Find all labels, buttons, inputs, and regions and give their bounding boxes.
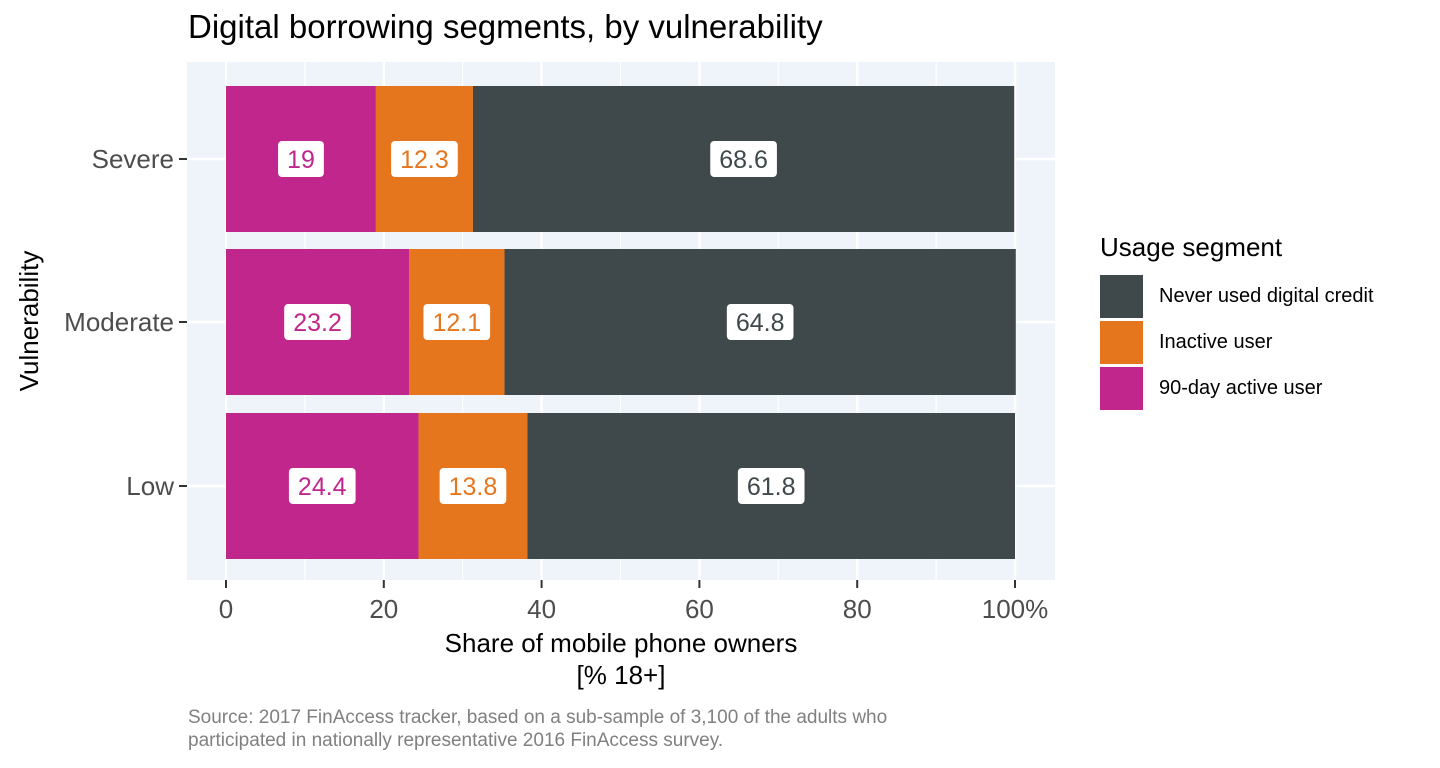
data-label-text: 64.8: [736, 309, 785, 337]
legend-label: Inactive user: [1159, 330, 1273, 353]
legend-key: [1100, 366, 1143, 410]
y-tick-label: Low: [126, 471, 174, 501]
legend: Usage segment Never used digital credit I…: [1100, 232, 1374, 411]
data-label: 64.8: [726, 304, 794, 340]
data-label-text: 68.6: [719, 146, 768, 174]
x-tick-label: 0: [219, 594, 233, 624]
data-label-text: 12.1: [432, 309, 481, 337]
legend-item: Inactive user: [1100, 319, 1374, 365]
data-label: 12.3: [391, 141, 458, 177]
data-label: 13.8: [439, 468, 507, 504]
x-tick-label: 60: [685, 594, 714, 624]
y-tick-label: Severe: [92, 144, 174, 174]
data-label-text: 61.8: [747, 473, 796, 501]
data-label: 68.6: [710, 141, 777, 177]
legend-title: Usage segment: [1100, 232, 1283, 262]
data-label-text: 13.8: [449, 473, 498, 501]
data-label: 23.2: [284, 304, 351, 340]
y-axis-title: Vulnerability: [14, 251, 44, 392]
source-note: Source: 2017 FinAccess tracker, based on…: [188, 706, 1088, 752]
legend-label: 90-day active user: [1159, 376, 1323, 399]
legend-item: Never used digital credit: [1100, 273, 1374, 319]
chart-title: Digital borrowing segments, by vulnerabi…: [188, 8, 823, 45]
data-label-text: 23.2: [293, 309, 342, 337]
data-label: 61.8: [737, 468, 805, 504]
x-tick-label: 40: [527, 594, 556, 624]
source-line-1: Source: 2017 FinAccess tracker, based on…: [188, 707, 888, 728]
data-label: 12.1: [423, 304, 491, 340]
legend-key: [1100, 274, 1143, 318]
data-label-text: 12.3: [400, 146, 449, 174]
source-line-2: participated in nationally representativ…: [188, 730, 724, 751]
legend-label: Never used digital credit: [1159, 284, 1374, 307]
x-tick-label: 20: [369, 594, 398, 624]
data-label: 19: [278, 141, 324, 177]
legend-key: [1100, 320, 1143, 364]
y-tick-label: Moderate: [64, 307, 174, 337]
x-tick-label: 80: [843, 594, 872, 624]
data-label-text: 24.4: [298, 473, 347, 501]
legend-item: 90-day active user: [1100, 365, 1374, 411]
x-tick-label: 100%: [982, 594, 1049, 624]
data-label: 24.4: [288, 468, 356, 504]
x-axis-title-line-2: [% 18+]: [577, 660, 666, 690]
x-axis-title-line-1: Share of mobile phone owners: [445, 628, 798, 658]
data-label-text: 19: [287, 146, 315, 174]
